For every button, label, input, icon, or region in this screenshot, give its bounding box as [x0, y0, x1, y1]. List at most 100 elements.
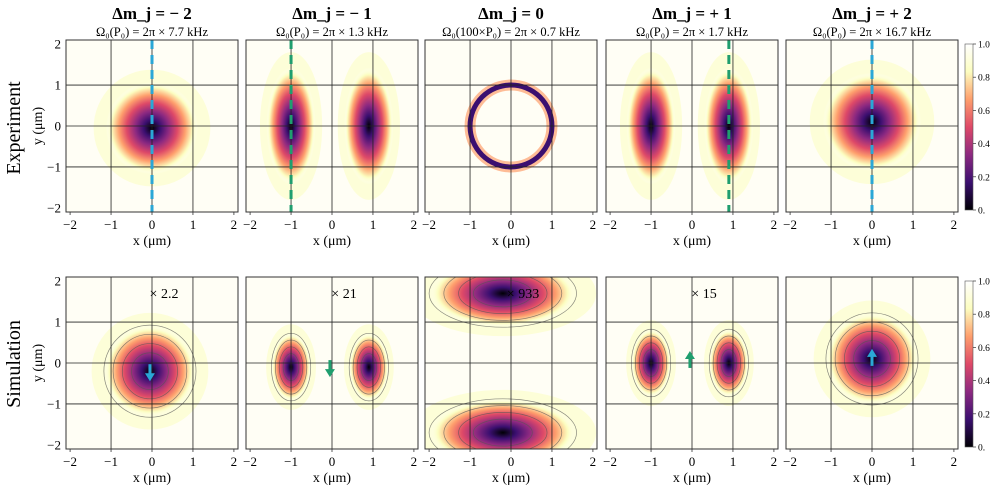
y-tick-label: 1 [55, 315, 62, 330]
contour-line [428, 277, 577, 328]
x-tick-label: 0 [149, 454, 156, 469]
x-tick-label: 1 [910, 454, 917, 469]
x-tick-label: 1 [910, 217, 917, 232]
colorbars: 1.0 0.8 0.6 0.4 0.2 0. 1.0 0.8 0.6 0.4 0.2 0. [964, 41, 990, 454]
contour-line [458, 277, 548, 314]
x-tick-label: −2 [422, 217, 436, 232]
x-tick-label: 2 [590, 217, 597, 232]
panel-simulation-3: × 933 −2 −1 0 1 2 x (μm) [422, 276, 598, 486]
x-axis-label: x (μm) [853, 471, 892, 486]
x-tick-label: −2 [63, 454, 77, 469]
x-tick-label: 0 [149, 217, 156, 232]
y-tick-label: 0 [55, 119, 62, 134]
y-tick-label: −1 [47, 396, 61, 411]
contour-line [428, 398, 577, 449]
colorbar-tick-label: 0.2 [978, 173, 990, 183]
contour-line [458, 412, 548, 449]
contour-line [443, 405, 563, 449]
colorbar-tick-label: 0.4 [978, 140, 990, 150]
x-tick-label: 2 [231, 217, 238, 232]
x-tick-label: 0 [329, 217, 336, 232]
x-tick-label: −2 [603, 217, 617, 232]
x-tick-label: 2 [771, 217, 778, 232]
x-tick-label: 1 [730, 217, 737, 232]
dipole-arrow-head [324, 369, 335, 378]
x-axis-label: x (μm) [492, 471, 531, 486]
panel-simulation-4: × 15 −2 −1 0 1 2 x (μm) [603, 276, 779, 486]
x-tick-label: 2 [411, 217, 418, 232]
density-lobe [429, 277, 577, 328]
row-label-experiment: Experiment [3, 81, 25, 175]
y-tick-label: 1 [55, 78, 62, 93]
panel-experiment-1: Δm_j = − 2 Ω₀(P₀) = 2π × 7.7 kHz −2 −1 0 1 2 x … [31, 4, 239, 249]
scale-factor-label: × 933 [507, 287, 539, 302]
panel-simulation-2: × 21 −2 −1 0 1 2 x (μm) [243, 276, 419, 486]
x-axis-label: x (μm) [133, 234, 172, 249]
colorbar-tick-label: 0.4 [978, 377, 990, 387]
y-tick-label: −2 [47, 200, 61, 215]
x-tick-label: 2 [771, 454, 778, 469]
contour-line [103, 324, 197, 418]
panel-experiment-3: Δm_j = 0 Ω₀(100×P₀) = 2π × 0.7 kHz −2 −1 0 1 2… [422, 4, 598, 249]
colorbar-tick-label: 1.0 [978, 278, 990, 288]
scale-factor-label: × 2.2 [150, 287, 179, 302]
x-tick-label: 2 [590, 454, 597, 469]
x-tick-label: 2 [951, 454, 958, 469]
panel-simulation-5: −2 −1 0 1 2 x (μm) [783, 276, 959, 486]
x-tick-label: −1 [644, 217, 658, 232]
x-axis-label: x (μm) [313, 471, 352, 486]
x-tick-label: −1 [284, 217, 298, 232]
x-tick-label: 1 [730, 454, 737, 469]
x-tick-label: 0 [869, 217, 876, 232]
panel-title: Δm_j = + 1 [652, 4, 732, 23]
density-lobe [349, 333, 389, 401]
x-tick-label: −2 [63, 217, 77, 232]
x-tick-label: −1 [824, 454, 838, 469]
contour-line [348, 332, 389, 402]
x-tick-label: −2 [243, 454, 257, 469]
scale-factor-label: × 15 [691, 287, 716, 302]
x-axis-label: x (μm) [673, 234, 712, 249]
colorbar-tick-label: 0.2 [978, 410, 990, 420]
panel-subtitle: Ω₀(100×P₀) = 2π × 0.7 kHz [442, 25, 580, 39]
x-tick-label: −2 [783, 217, 797, 232]
x-axis-label: x (μm) [133, 471, 172, 486]
x-tick-label: 2 [411, 454, 418, 469]
y-tick-label: 0 [55, 356, 62, 371]
x-tick-label: 0 [869, 454, 876, 469]
colorbar-tick-label: 0.6 [978, 344, 990, 354]
x-tick-label: −2 [783, 454, 797, 469]
panel-experiment-5: Δm_j = + 2 Ω₀(P₀) = 2π × 16.7 kHz −2 −1 0 1 2 x… [783, 4, 959, 249]
x-tick-label: 0 [689, 217, 696, 232]
x-tick-label: 2 [231, 454, 238, 469]
y-tick-label: −2 [47, 437, 61, 452]
y-axis-label: y (μm) [31, 344, 46, 383]
x-tick-label: 0 [329, 454, 336, 469]
x-axis-label: x (μm) [673, 471, 712, 486]
contour-line [112, 333, 188, 409]
scale-factor-label: × 21 [331, 287, 356, 302]
contour-line [121, 343, 178, 400]
colorbar-tick-label: 1.0 [978, 41, 990, 51]
contour-line [356, 346, 382, 388]
colorbar-2: 1.0 0.8 0.6 0.4 0.2 0. [964, 278, 990, 454]
panel-subtitle: Ω₀(P₀) = 2π × 1.3 kHz [276, 25, 388, 39]
colorbar-1: 1.0 0.8 0.6 0.4 0.2 0. [964, 41, 990, 217]
contour-line [443, 277, 563, 321]
panel-title: Δm_j = − 2 [112, 4, 192, 23]
panel-title: Δm_j = + 2 [832, 4, 912, 23]
x-tick-label: −1 [824, 217, 838, 232]
x-tick-label: −1 [284, 454, 298, 469]
contour-line [472, 418, 533, 447]
dipole-arrow-head [867, 348, 877, 357]
x-tick-label: −1 [463, 454, 477, 469]
panel-experiment-4: Δm_j = + 1 Ω₀(P₀) = 2π × 1.7 kHz −2 −1 0 1 2 x … [603, 4, 779, 249]
y-tick-label: 2 [55, 274, 62, 289]
x-tick-label: −2 [243, 217, 257, 232]
row-label-simulation: Simulation [3, 320, 25, 408]
x-tick-label: 2 [951, 217, 958, 232]
panels: Δm_j = − 2 Ω₀(P₀) = 2π × 7.7 kHz −2 −1 0 1 2 x … [31, 4, 959, 486]
colorbar-gradient [964, 43, 974, 211]
y-tick-label: 2 [55, 37, 62, 52]
